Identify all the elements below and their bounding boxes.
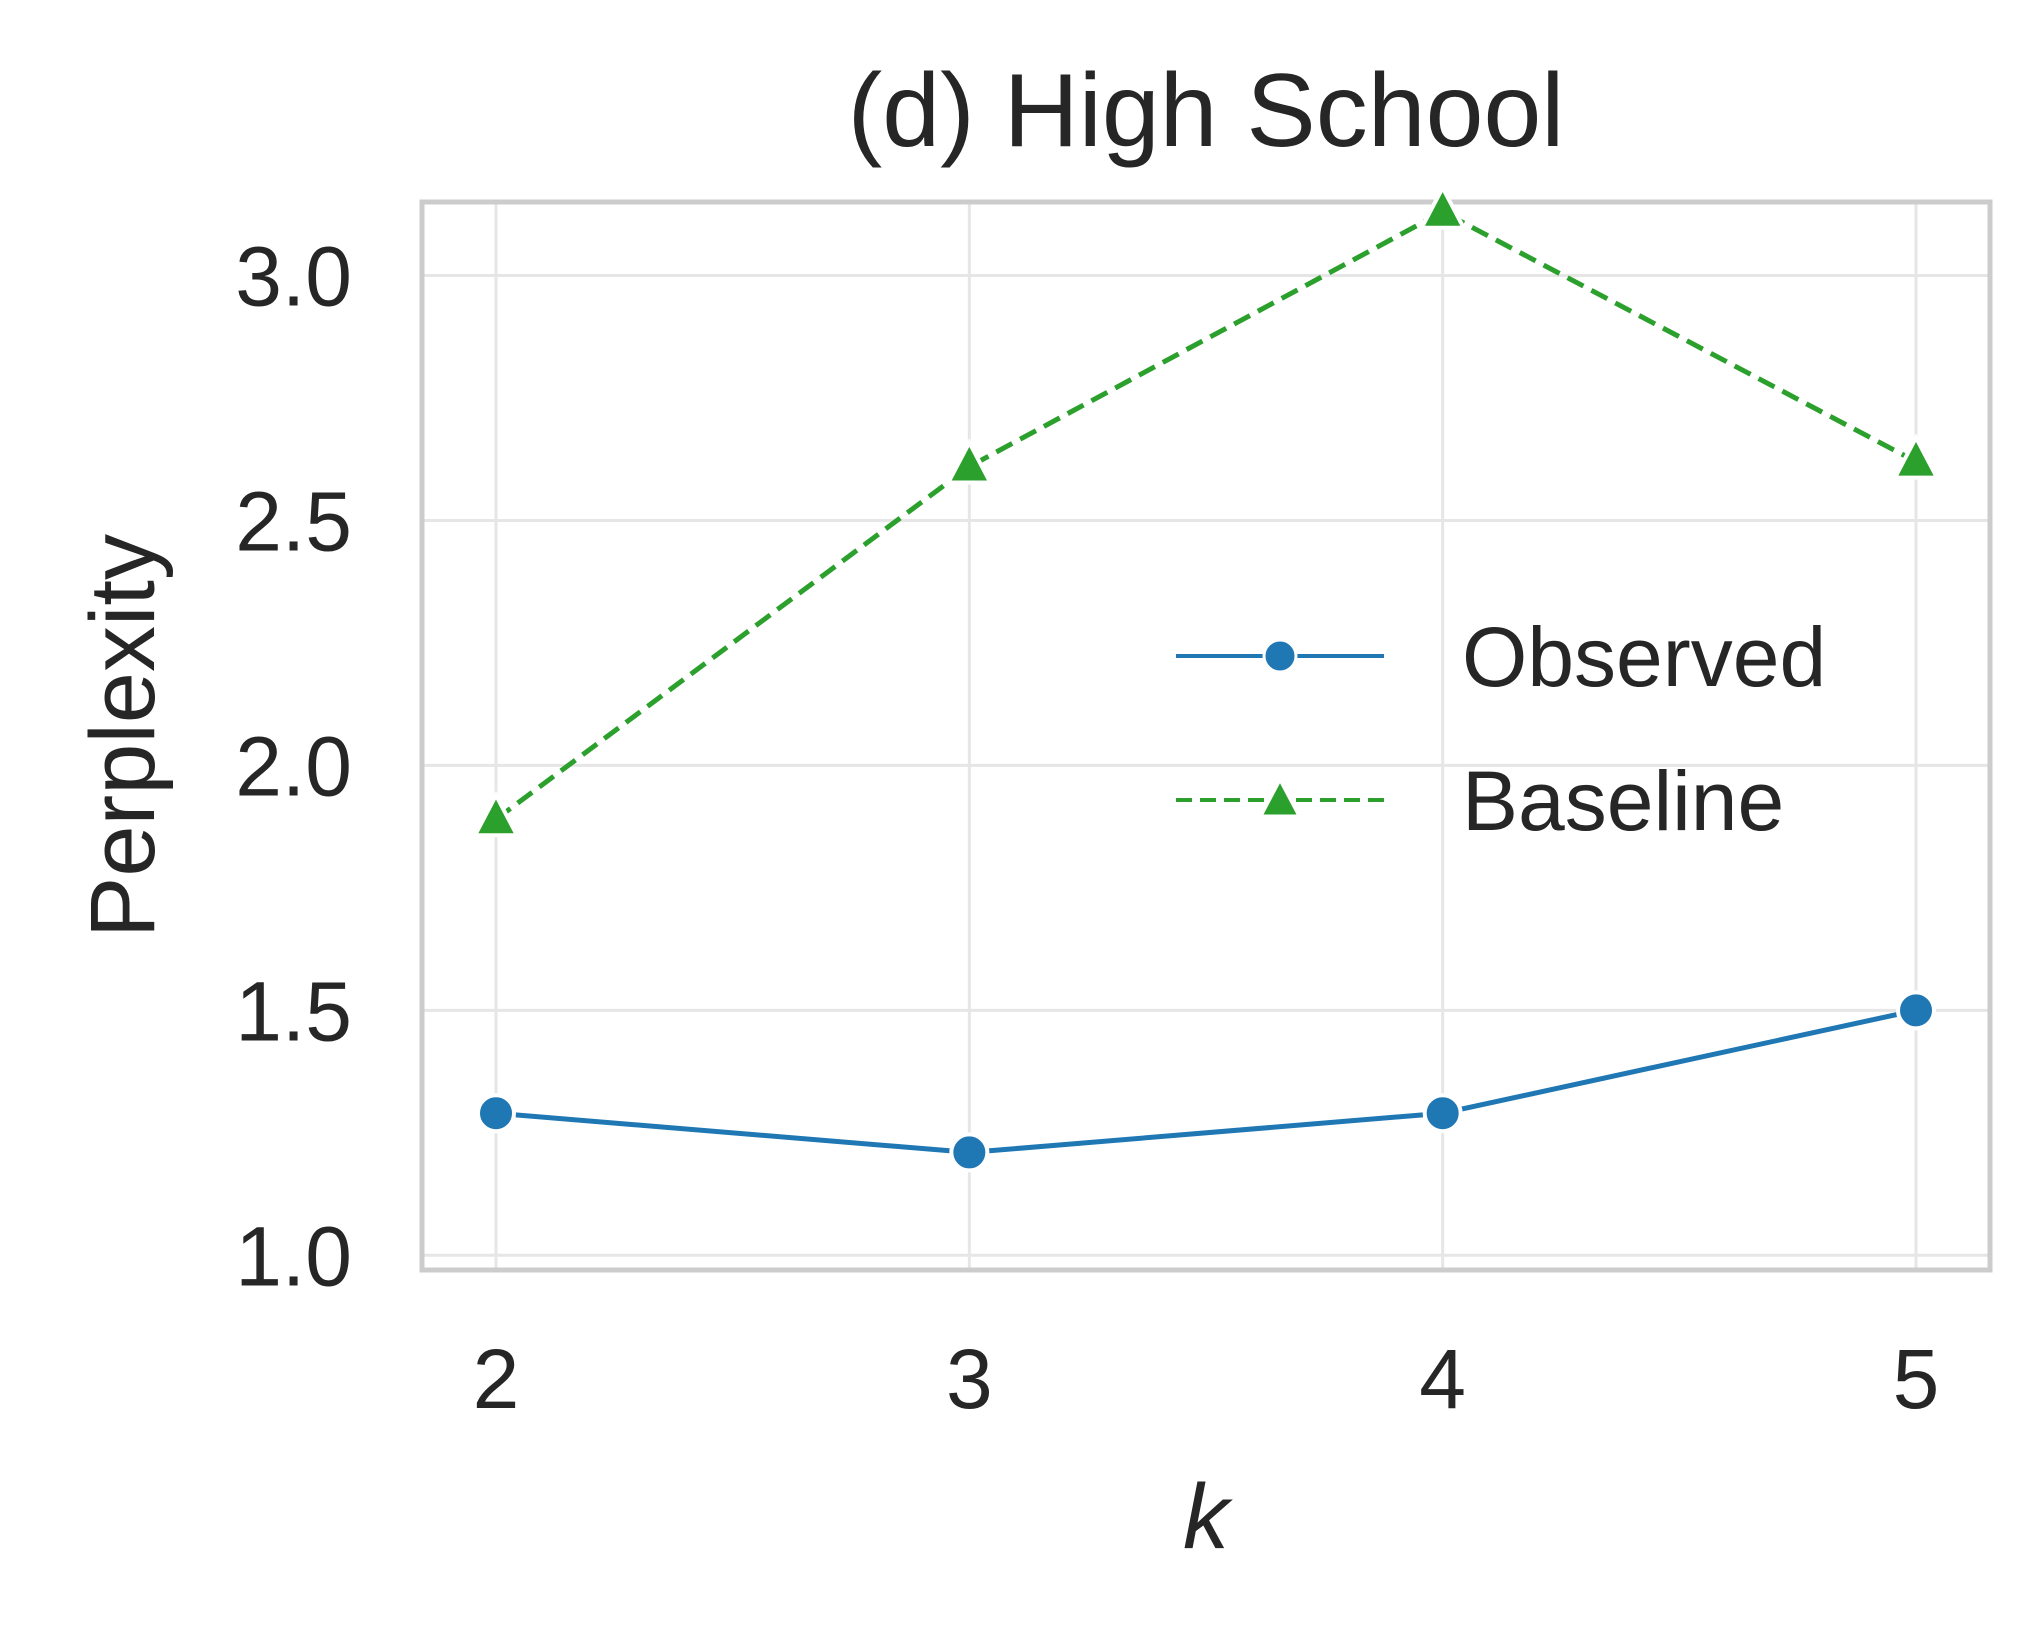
y-axis-ticks: 1.0 1.5 2.0 2.5 3.0 [235, 229, 352, 1303]
x-tick-label: 2 [473, 1332, 520, 1426]
plot-frame [419, 199, 1993, 1273]
grid [422, 202, 1990, 1270]
baseline-data-point [1891, 433, 1941, 480]
observed-data-point [1422, 1093, 1463, 1134]
y-tick-label: 1.0 [235, 1209, 352, 1303]
y-tick-label: 2.5 [235, 474, 352, 568]
baseline-data-point [471, 790, 521, 838]
legend-observed-marker [1262, 638, 1298, 674]
x-tick-label: 3 [946, 1332, 993, 1426]
y-tick-label: 2.0 [235, 719, 352, 813]
baseline-data-point [1418, 183, 1467, 230]
legend: Observed Baseline [1176, 610, 1826, 848]
observed-data-point [476, 1093, 516, 1134]
chart-title: (d) High School [848, 53, 1565, 169]
legend-baseline-marker [1258, 776, 1302, 818]
x-axis-label: k [1183, 1466, 1233, 1568]
x-tick-label: 5 [1893, 1332, 1940, 1426]
legend-observed-label: Observed [1462, 610, 1826, 704]
legend-entry-baseline: Baseline [1176, 754, 1784, 848]
legend-entry-observed: Observed [1176, 610, 1826, 704]
observed-data-point [1896, 990, 1936, 1031]
series-layer [471, 183, 1941, 1173]
y-tick-label: 1.5 [235, 964, 352, 1058]
x-axis-ticks: 2 3 4 5 [473, 1332, 1940, 1426]
baseline-data-point [945, 438, 994, 485]
observed-series-line [495, 1007, 1917, 1155]
legend-baseline-label: Baseline [1462, 754, 1784, 848]
x-tick-label: 4 [1419, 1332, 1466, 1426]
observed-data-point [949, 1132, 990, 1173]
baseline-series-line [494, 209, 1918, 822]
y-axis-label: Perplexity [72, 534, 174, 938]
y-tick-label: 3.0 [235, 229, 352, 323]
